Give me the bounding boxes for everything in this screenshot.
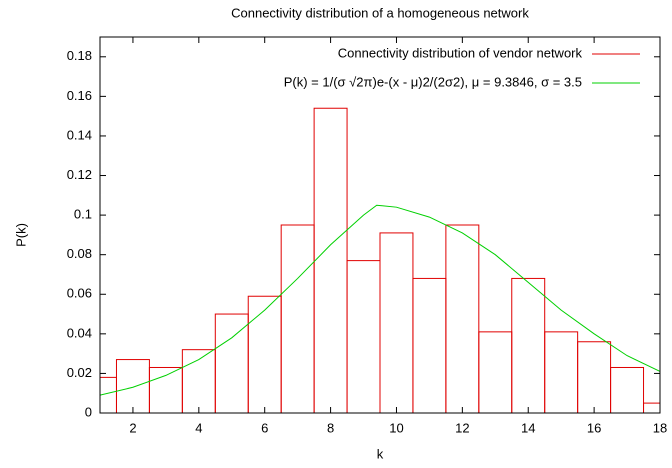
x-tick-label: 6 [261,420,268,435]
x-tick-label: 2 [129,420,136,435]
bar [610,366,645,413]
y-tick-label: 0.02 [67,365,92,380]
y-tick-label: 0.16 [67,88,92,103]
legend-label: Connectivity distribution of vendor netw… [338,45,583,60]
bar [379,232,414,413]
bar [280,224,315,413]
bar [313,107,348,413]
plot-area [100,107,660,413]
y-tick-label: 0.12 [67,167,92,182]
legend-label: P(k) = 1/(σ √2π)e-(x - μ)2/(2σ2), μ = 9.… [284,74,582,89]
bar [445,224,480,413]
bar [511,277,546,413]
bar [214,313,249,413]
plot-border [99,36,661,414]
bar [544,331,579,413]
bar [577,341,612,413]
y-tick-label: 0.06 [67,286,92,301]
x-tick-label: 14 [521,420,535,435]
curve [100,204,660,396]
y-tick-label: 0.08 [67,246,92,261]
x-tick-label: 16 [587,420,601,435]
x-tick-label: 4 [195,420,202,435]
chart-title: Connectivity distribution of a homogeneo… [231,5,529,20]
y-tick-label: 0.04 [67,325,92,340]
bar [478,331,513,413]
y-axis-label: P(k) [13,223,28,247]
y-tick-label: 0.14 [67,127,92,142]
x-tick-label: 18 [653,420,667,435]
bar [346,260,381,413]
bar [148,366,183,413]
y-tick-label: 0.1 [74,207,92,222]
bar [643,402,660,413]
x-tick-label: 12 [455,420,469,435]
bar [412,277,447,413]
x-tick-label: 8 [327,420,334,435]
bar [115,359,150,413]
x-tick-label: 10 [389,420,403,435]
bar [247,295,282,413]
x-axis-label: k [377,446,384,461]
y-tick-label: 0 [85,404,92,419]
y-tick-label: 0.18 [67,48,92,63]
